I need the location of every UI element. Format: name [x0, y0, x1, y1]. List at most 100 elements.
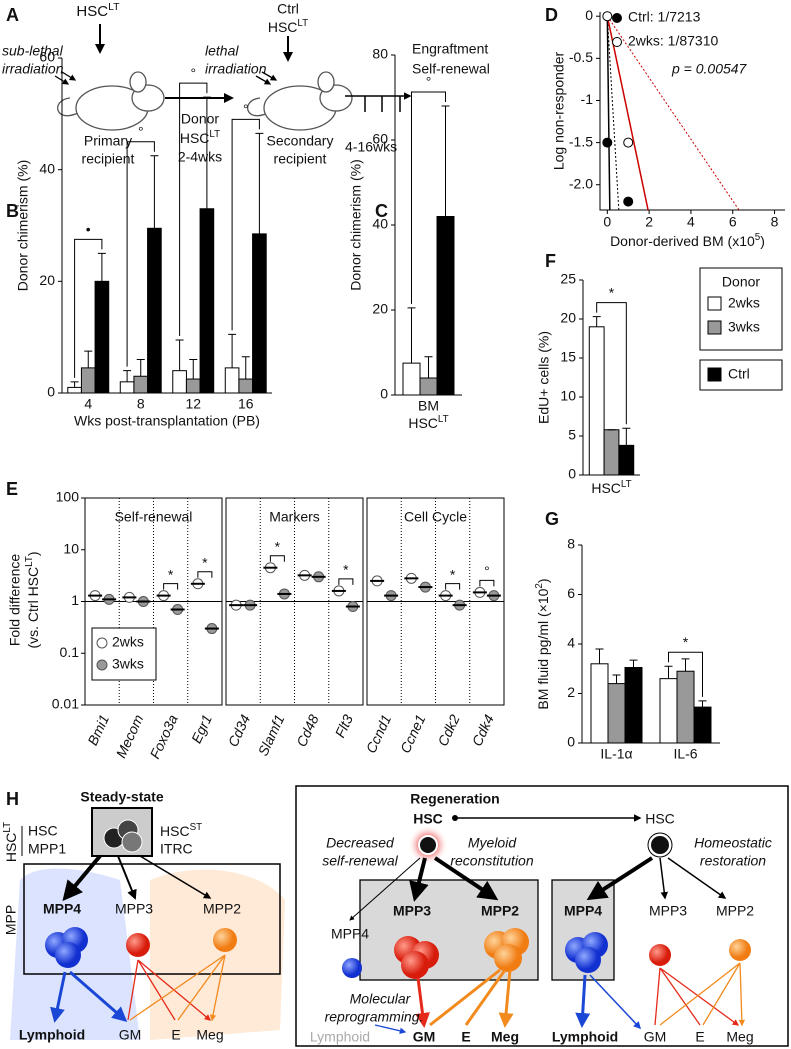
y-tick-label: -0.5: [569, 49, 593, 65]
y-tick-label: 6: [567, 585, 575, 601]
significance-bracket: [231, 118, 260, 331]
bar: [238, 378, 254, 394]
y-tick-label: 20: [560, 310, 576, 326]
x-tick-label: 16: [238, 396, 254, 412]
significance: •: [86, 221, 91, 237]
y-axis-label: BM fluid pg/ml (×102): [534, 578, 551, 709]
label: recipient: [274, 151, 327, 167]
text-part: HSC: [268, 19, 298, 35]
superscript: LT: [2, 822, 13, 833]
significance: °: [190, 65, 196, 81]
label: HSCLT: [76, 1, 120, 20]
y-tick-label: 0: [568, 466, 576, 482]
significance: *: [202, 554, 208, 570]
point: [602, 11, 613, 22]
panel-a-drawing: [54, 24, 412, 131]
y-tick-label: 60: [39, 49, 55, 65]
y-axis-label: Donor chimerism (%): [15, 160, 31, 291]
text-part: HSC: [408, 415, 438, 431]
label: MPP4: [43, 901, 81, 917]
label: sub-lethal: [2, 43, 64, 59]
text-part: BM fluid pg/ml (×10: [535, 588, 551, 709]
x-tick-label: Cd34: [225, 712, 254, 749]
bar: [80, 367, 96, 394]
legend-title: Donor: [722, 274, 760, 290]
y-tick-label: 20: [372, 301, 388, 317]
legend-marker: [612, 37, 622, 47]
annotation: p = 0.00547: [671, 61, 748, 77]
x-tick-label: 2: [645, 214, 653, 230]
fit-line: [606, 16, 649, 211]
x-tick-label: Bmi1: [84, 712, 112, 748]
text-part: (vs. Ctrl HSC: [25, 567, 41, 649]
x-tick-label: 8: [771, 214, 779, 230]
significance-bracket: [445, 583, 461, 590]
panel-label: G: [545, 509, 559, 529]
y-tick-label: 0.1: [60, 644, 80, 660]
label: irradiation: [205, 61, 267, 77]
error-bar: [681, 658, 690, 672]
legend-marker: [612, 13, 622, 23]
group-label: Markers: [269, 509, 320, 525]
significance: *: [168, 566, 174, 582]
label: GM: [413, 1029, 436, 1045]
error-bar: [136, 359, 145, 377]
error-bar: [97, 252, 106, 282]
label: Primary: [84, 133, 132, 149]
label: HSC: [645, 811, 675, 827]
x-tick-label: Ccnd1: [363, 712, 395, 755]
bar: [419, 377, 438, 396]
bar: [147, 227, 162, 394]
label: MPP4: [564, 903, 602, 919]
label: Meg: [196, 1027, 223, 1043]
fit-line: [606, 16, 620, 211]
y-tick-label: 0: [380, 386, 388, 402]
y-tick-label: 8: [567, 536, 575, 552]
panel-label: E: [6, 479, 18, 499]
y-tick-label: 5: [568, 427, 576, 443]
panel-label: F: [545, 251, 556, 271]
y-tick-label: -2.0: [569, 175, 593, 191]
x-tick-label: Cdk4: [469, 712, 497, 749]
superscript: LT: [621, 479, 632, 490]
y-tick-label: 0: [585, 7, 593, 23]
bar: [590, 663, 609, 744]
bar: [119, 381, 135, 394]
significance-bracket: [479, 579, 495, 587]
panel-label: B: [6, 201, 19, 221]
label: Myeloid: [468, 835, 517, 851]
y-tick-label: 100: [56, 489, 80, 505]
label: Meg: [726, 1029, 753, 1045]
label: restoration: [700, 853, 766, 869]
y-tick-label: 20: [39, 272, 55, 288]
x-tick-label: Mecom: [113, 712, 147, 761]
label: MPP3: [393, 903, 431, 919]
x-tick-label: 4: [84, 396, 92, 412]
label: Regeneration: [410, 791, 499, 807]
text-part: HSC: [160, 823, 190, 839]
label: MPP2: [203, 901, 241, 917]
significance-bracket: [163, 583, 179, 590]
text-part: ): [535, 578, 551, 583]
label: MPP4: [331, 926, 369, 942]
x-tick-label: Flt3: [332, 712, 356, 740]
label: GM: [119, 1027, 142, 1043]
bar: [67, 386, 82, 394]
label: irradiation: [2, 61, 64, 77]
error-bar: [202, 96, 211, 209]
label: MPP3: [115, 901, 153, 917]
text-part: ): [25, 551, 41, 556]
label: MPP1: [28, 841, 66, 857]
x-axis-label: Donor-derived BM (x105): [610, 232, 765, 249]
bar: [624, 667, 643, 744]
point: [602, 137, 613, 148]
label: Homeostatic: [694, 835, 772, 851]
label: Engraftment: [412, 41, 488, 57]
x-axis-label: HSCLT: [408, 414, 448, 431]
legend-marker: [96, 637, 108, 649]
y-tick-label: 40: [39, 160, 55, 176]
panel-label: A: [6, 5, 19, 25]
label: reprogramming.: [325, 1009, 424, 1025]
label: Decreased: [326, 835, 395, 851]
error-bar: [622, 427, 631, 446]
